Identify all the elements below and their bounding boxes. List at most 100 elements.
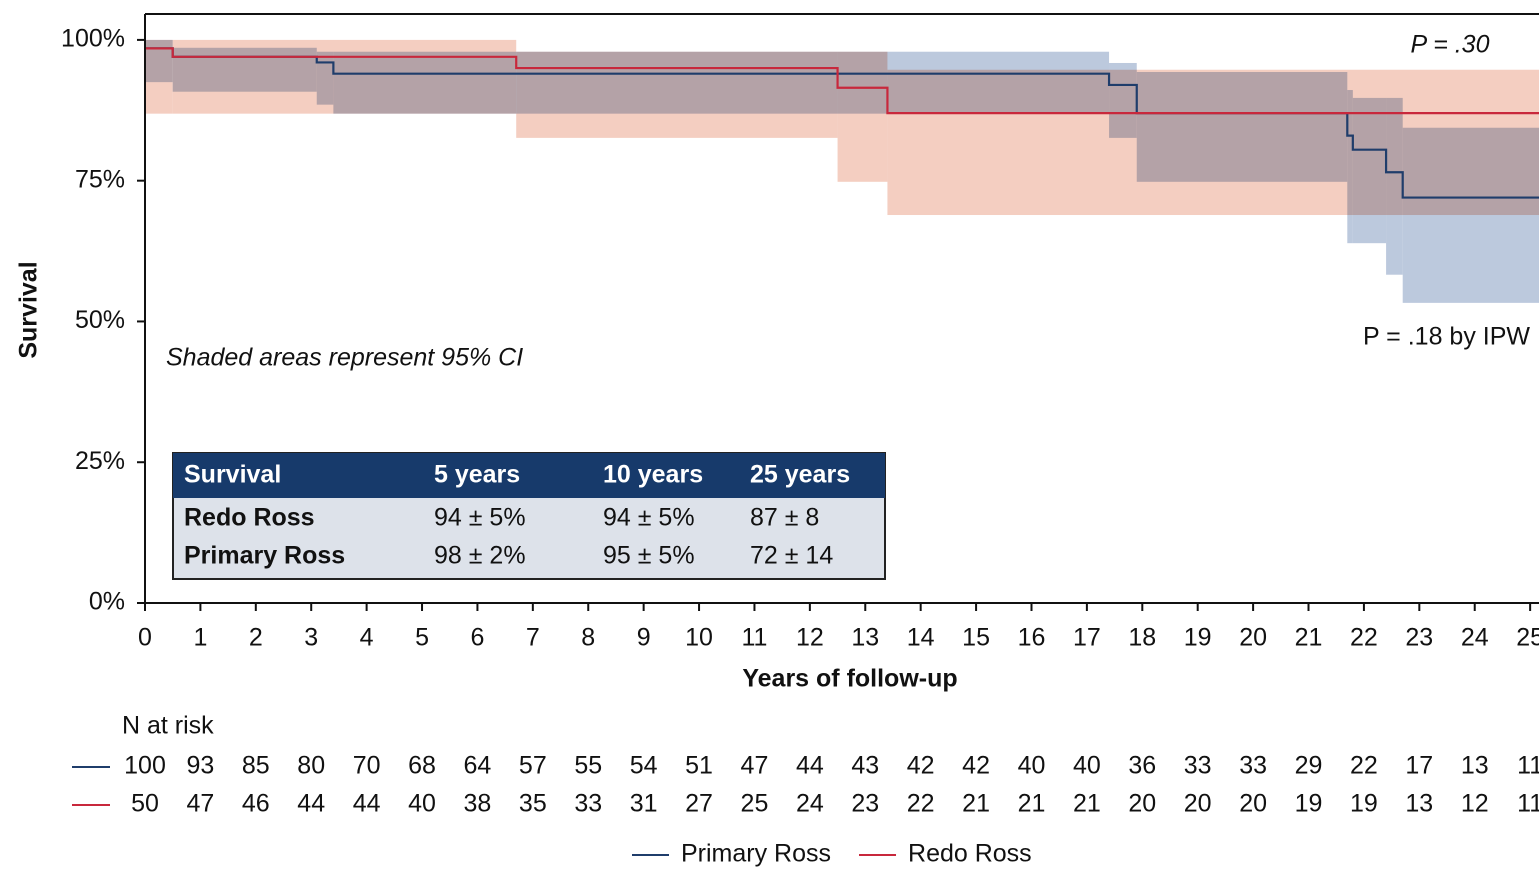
y-tick-label: 0% xyxy=(89,588,125,616)
risk-count: 35 xyxy=(519,790,547,818)
risk-count: 70 xyxy=(353,752,381,780)
y-tick-label: 75% xyxy=(75,165,125,193)
ci-band xyxy=(145,39,1539,216)
risk-count: 13 xyxy=(1405,790,1433,818)
x-tick-label: 1 xyxy=(193,624,207,652)
risk-count: 36 xyxy=(1128,752,1156,780)
risk-count: 42 xyxy=(907,752,935,780)
risk-count: 44 xyxy=(297,790,325,818)
risk-count: 17 xyxy=(1405,752,1433,780)
x-tick-label: 25 xyxy=(1516,624,1539,652)
ci-segment xyxy=(516,51,838,138)
x-tick-label: 17 xyxy=(1073,624,1101,652)
x-tick-label: 11 xyxy=(741,624,767,652)
risk-count: 27 xyxy=(685,790,713,818)
risk-count: 20 xyxy=(1184,790,1212,818)
risk-count: 21 xyxy=(1073,790,1101,818)
risk-count: 21 xyxy=(1018,790,1046,818)
risk-count: 29 xyxy=(1295,752,1323,780)
p-value-ipw: P = .18 by IPW xyxy=(1363,323,1530,351)
ci-bands xyxy=(145,39,1539,303)
x-tick-label: 22 xyxy=(1350,624,1378,652)
x-tick-label: 10 xyxy=(685,624,713,652)
x-tick-label: 16 xyxy=(1018,624,1046,652)
risk-count: 33 xyxy=(1239,752,1267,780)
x-tick-label: 6 xyxy=(470,624,484,652)
risk-count: 40 xyxy=(1073,752,1101,780)
x-tick-label: 14 xyxy=(907,624,935,652)
p-value: P = .30 xyxy=(1411,31,1490,59)
table-header-cell: 10 years xyxy=(603,461,703,489)
risk-count: 43 xyxy=(851,752,879,780)
x-axis-label: Years of follow-up xyxy=(742,665,957,693)
x-tick-label: 3 xyxy=(304,624,318,652)
x-tick-label: 23 xyxy=(1405,624,1433,652)
risk-count: 46 xyxy=(242,790,270,818)
x-tick-label: 15 xyxy=(962,624,990,652)
x-tick-label: 4 xyxy=(360,624,374,652)
risk-count: 20 xyxy=(1239,790,1267,818)
risk-count: 85 xyxy=(242,752,270,780)
risk-count: 44 xyxy=(796,752,824,780)
y-tick-label: 25% xyxy=(75,447,125,475)
risk-count: 64 xyxy=(464,752,492,780)
table-cell: 98 ± 2% xyxy=(434,542,526,570)
risk-count: 47 xyxy=(186,790,214,818)
table-cell: Primary Ross xyxy=(184,542,345,570)
x-tick-label: 7 xyxy=(526,624,540,652)
ci-segment xyxy=(172,39,517,114)
risk-count: 11 xyxy=(1517,752,1539,780)
risk-count: 33 xyxy=(1184,752,1212,780)
risk-count: 19 xyxy=(1295,790,1323,818)
risk-count: 40 xyxy=(1018,752,1046,780)
legend-label: Primary Ross xyxy=(681,840,831,868)
table-cell: 72 ± 14 xyxy=(750,542,833,570)
x-tick-label: 21 xyxy=(1295,624,1323,652)
risk-count: 80 xyxy=(297,752,325,780)
y-tick-label: 100% xyxy=(61,25,125,53)
x-tick-label: 13 xyxy=(851,624,879,652)
x-tick-label: 12 xyxy=(796,624,824,652)
table-header xyxy=(173,453,885,498)
risk-count: 68 xyxy=(408,752,436,780)
risk-count: 20 xyxy=(1128,790,1156,818)
risk-count: 22 xyxy=(907,790,935,818)
risk-count: 93 xyxy=(186,752,214,780)
risk-count: 54 xyxy=(630,752,658,780)
x-tick-label: 18 xyxy=(1128,624,1156,652)
survival-curve xyxy=(145,47,1539,115)
table-header-cell: 5 years xyxy=(434,461,520,489)
risk-count: 22 xyxy=(1350,752,1378,780)
risk-count: 11 xyxy=(1517,790,1539,818)
ci-segment xyxy=(837,51,888,182)
risk-count: 12 xyxy=(1461,790,1489,818)
risk-count: 50 xyxy=(131,790,159,818)
table-cell: 95 ± 5% xyxy=(603,542,695,570)
legend-label: Redo Ross xyxy=(908,840,1032,868)
risk-count: 24 xyxy=(796,790,824,818)
ci-note: Shaded areas represent 95% CI xyxy=(166,344,523,372)
risk-count: 23 xyxy=(851,790,879,818)
x-tick-label: 24 xyxy=(1461,624,1489,652)
risk-count: 44 xyxy=(353,790,381,818)
table-header-cell: 25 years xyxy=(750,461,850,489)
x-tick-label: 8 xyxy=(581,624,595,652)
risk-count: 33 xyxy=(574,790,602,818)
risk-title: N at risk xyxy=(122,712,214,740)
x-tick-label: 20 xyxy=(1239,624,1267,652)
table-cell: Redo Ross xyxy=(184,504,315,532)
risk-count: 13 xyxy=(1461,752,1489,780)
ci-segment xyxy=(145,39,173,114)
table-header-cell: Survival xyxy=(184,461,281,489)
table-cell: 94 ± 5% xyxy=(434,504,526,532)
risk-count: 100 xyxy=(124,752,166,780)
risk-count: 55 xyxy=(574,752,602,780)
x-tick-label: 19 xyxy=(1184,624,1212,652)
x-tick-label: 2 xyxy=(249,624,263,652)
x-tick-label: 5 xyxy=(415,624,429,652)
risk-count: 40 xyxy=(408,790,436,818)
risk-count: 38 xyxy=(464,790,492,818)
risk-count: 21 xyxy=(962,790,990,818)
table-cell: 94 ± 5% xyxy=(603,504,695,532)
